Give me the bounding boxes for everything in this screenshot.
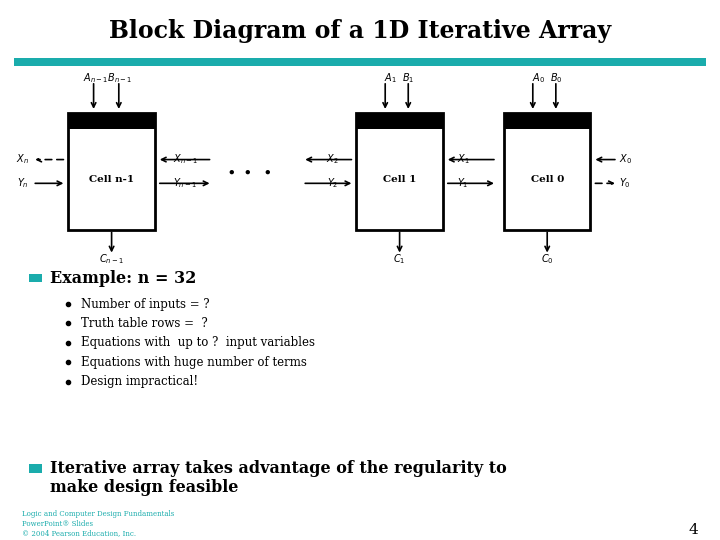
Text: $X_n$: $X_n$ [16, 153, 29, 166]
Text: $C_0$: $C_0$ [541, 252, 554, 266]
Bar [504, 113, 590, 230]
Text: $A_0\ \ B_0$: $A_0\ \ B_0$ [532, 71, 562, 85]
Text: Equations with huge number of terms: Equations with huge number of terms [81, 356, 307, 369]
Text: $Y_{n-1}$: $Y_{n-1}$ [173, 177, 197, 190]
Text: $X_{n-1}$: $X_{n-1}$ [173, 153, 198, 166]
Bar [29, 464, 42, 472]
Text: $C_{n-1}$: $C_{n-1}$ [99, 252, 124, 266]
Text: Truth table rows =  ?: Truth table rows = ? [81, 317, 208, 330]
Bar [504, 113, 590, 129]
Text: $\bullet\;\bullet\;\bullet$: $\bullet\;\bullet\;\bullet$ [226, 165, 271, 178]
Text: $X_0$: $X_0$ [619, 153, 632, 166]
Text: make design feasible: make design feasible [50, 479, 239, 496]
Bar [356, 113, 443, 129]
Bar [29, 274, 42, 282]
Text: $X_2$: $X_2$ [325, 153, 338, 166]
Bar [68, 113, 155, 230]
Text: $Y_0$: $Y_0$ [619, 177, 631, 190]
Text: PowerPoint® Slides: PowerPoint® Slides [22, 520, 93, 528]
Text: Number of inputs = ?: Number of inputs = ? [81, 298, 210, 310]
Text: $A_{n-1}B_{n-1}$: $A_{n-1}B_{n-1}$ [84, 71, 132, 85]
Text: Block Diagram of a 1D Iterative Array: Block Diagram of a 1D Iterative Array [109, 19, 611, 43]
Text: Design impractical!: Design impractical! [81, 375, 199, 388]
Text: Cell n-1: Cell n-1 [89, 175, 134, 184]
Text: Cell 1: Cell 1 [383, 175, 416, 184]
Text: Cell 0: Cell 0 [531, 175, 564, 184]
Text: Equations with  up to ?  input variables: Equations with up to ? input variables [81, 336, 315, 349]
Text: $Y_n$: $Y_n$ [17, 177, 29, 190]
Text: $Y_1$: $Y_1$ [457, 177, 469, 190]
Text: $Y_2$: $Y_2$ [327, 177, 338, 190]
Bar [14, 58, 706, 66]
Text: $C_1$: $C_1$ [393, 252, 406, 266]
Text: Example: n = 32: Example: n = 32 [50, 269, 197, 287]
Text: © 2004 Pearson Education, Inc.: © 2004 Pearson Education, Inc. [22, 530, 136, 537]
Text: 4: 4 [688, 523, 698, 537]
Text: $X_1$: $X_1$ [457, 153, 470, 166]
Bar [356, 113, 443, 230]
Text: $A_1\ \ B_1$: $A_1\ \ B_1$ [384, 71, 415, 85]
Text: Logic and Computer Design Fundamentals: Logic and Computer Design Fundamentals [22, 510, 174, 518]
Bar [68, 113, 155, 129]
Text: Iterative array takes advantage of the regularity to: Iterative array takes advantage of the r… [50, 460, 507, 477]
